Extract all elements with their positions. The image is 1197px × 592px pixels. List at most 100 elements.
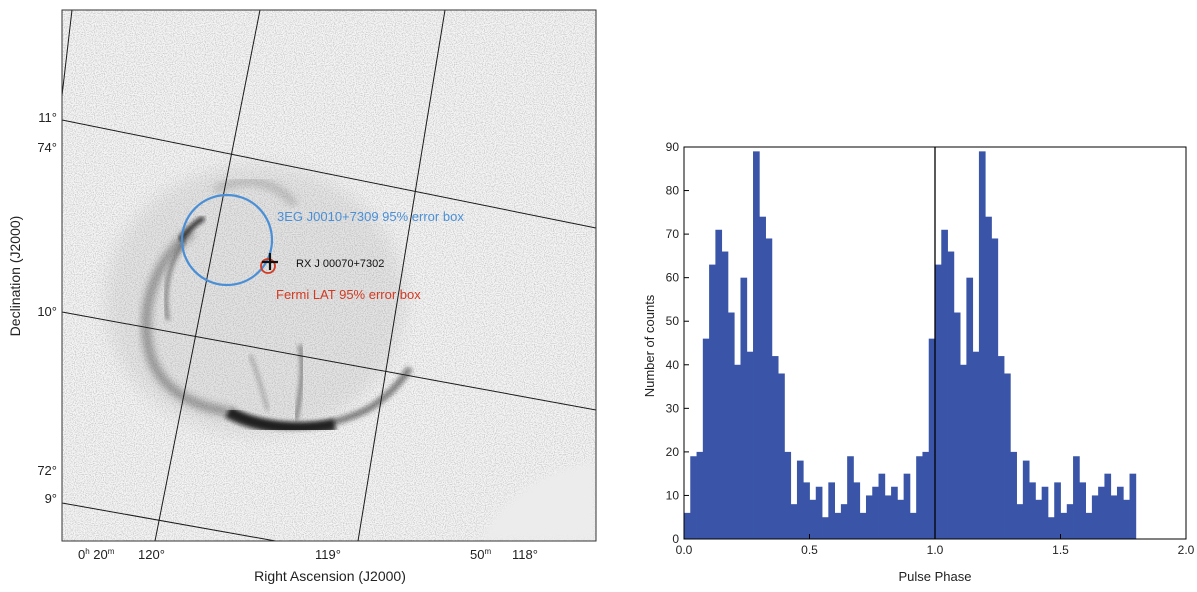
dec-grid-line [62,119,596,229]
histogram-bar [1110,495,1118,539]
histogram-bar [765,238,773,539]
histogram-bar [865,495,873,539]
histogram-bar [1010,451,1017,539]
counts-axis-label: Number of counts [642,294,657,397]
histogram-bar [1054,482,1061,539]
histogram-bar [991,238,999,539]
histogram-bar [953,312,961,539]
histogram-bar [796,460,804,539]
dec-axis-label: Declination (J2000) [7,216,23,337]
histogram-frame [683,146,1187,540]
histogram-bar [746,351,754,539]
ra-tick-label: 120° [138,547,165,562]
histogram-bar [815,486,823,539]
histogram-bar [1073,456,1080,539]
histogram-bar [702,338,710,539]
dec-tick-label: 9° [45,491,57,506]
histogram-bar [922,451,930,539]
histogram-bar [1016,504,1024,539]
histogram-bar [916,456,923,539]
fermi-error-circle [260,258,276,274]
dec-tick-label: 10° [37,304,57,319]
histogram-bar [759,216,766,539]
histogram-bar [928,338,936,539]
annotation-3eg: 3EG J0010+7309 95% error box [277,209,464,224]
histogram-bar [690,456,697,539]
histogram-bar [771,356,779,539]
ra-grid-line [357,10,446,541]
histogram-bar [1060,512,1068,539]
histogram-bar [997,356,1005,539]
histogram-bar [1066,504,1074,539]
histogram-bar [834,512,842,539]
annotation-fermi: Fermi LAT 95% error box [276,287,421,302]
dec-tick-label: 74° [37,140,57,155]
histogram-bar [709,264,716,539]
x-tick-labels: 0.0 0.5 1.0 1.5 2.0 [676,543,1195,557]
histogram-bar [1004,373,1011,539]
histogram-bar [784,451,792,539]
histogram-bar [727,312,735,539]
ra-grid-line [154,10,261,541]
histogram-bar [878,473,886,539]
dec-tick-label: 72° [37,463,57,478]
histogram-bar [960,364,967,539]
histogram-bar [1123,499,1130,539]
histogram-bar [941,229,948,539]
y-tick-label: 80 [666,184,680,198]
histogram-bar [809,499,817,539]
histogram-bar [803,482,810,539]
histogram-bar [684,512,691,539]
x-tick-label: 2.0 [1178,543,1195,557]
x-tick-label: 0.0 [676,543,693,557]
histogram-bar [891,486,898,539]
histogram-bar [947,251,955,539]
ra-tick-label: 50m [470,547,491,562]
sky-image-panel: 3EG J0010+7309 95% error box RX J 00070+… [7,9,597,584]
y-tick-label: 30 [666,401,680,415]
dec-grid-line [62,502,279,541]
histogram-bar [753,151,760,540]
annotation-rxj: RX J 00070+7302 [296,258,384,270]
ra-tick-label: 118° [512,547,538,562]
ra-tick-label: 119° [315,547,341,562]
histogram-bar [734,364,741,539]
histogram-bar [1104,473,1112,539]
y-tick-label: 60 [666,271,680,285]
histogram-bar [935,264,942,539]
histogram-bar [903,473,911,539]
histogram-bar [1116,486,1124,539]
histogram-bar [1129,473,1137,539]
histogram-bar [1041,486,1049,539]
y-tick-label: 90 [666,140,680,154]
dec-tick-label: 11° [38,110,57,125]
histogram-bar [978,151,986,540]
histogram-bar [897,499,905,539]
histogram-bar [859,512,867,539]
y-tick-label: 0 [672,532,679,546]
y-tick-label: 70 [666,227,680,241]
x-tick-label: 1.0 [927,543,944,557]
histogram-bar [1029,482,1036,539]
sky-image-frame [61,9,597,542]
histogram-bar [985,216,992,539]
ra-tick-label: 0h 20m [78,547,115,562]
histogram-bar [721,251,729,539]
histogram-bar [966,277,974,539]
y-tick-label: 50 [666,314,680,328]
histogram-bar [909,512,917,539]
histogram-bar [847,456,854,539]
histogram-bar [1091,495,1099,539]
sky-image: 3EG J0010+7309 95% error box RX J 00070+… [62,10,596,541]
histogram-bar [1047,517,1055,539]
x-tick-label: 0.5 [801,543,818,557]
y-tick-label: 20 [666,445,680,459]
x-tick-label: 1.5 [1052,543,1069,557]
histogram-bar [1035,499,1043,539]
histogram-bar [696,451,704,539]
histogram-bar [822,517,829,539]
histogram-bars [684,151,1137,540]
histogram-bar [740,277,748,539]
histogram-bar [715,229,723,539]
